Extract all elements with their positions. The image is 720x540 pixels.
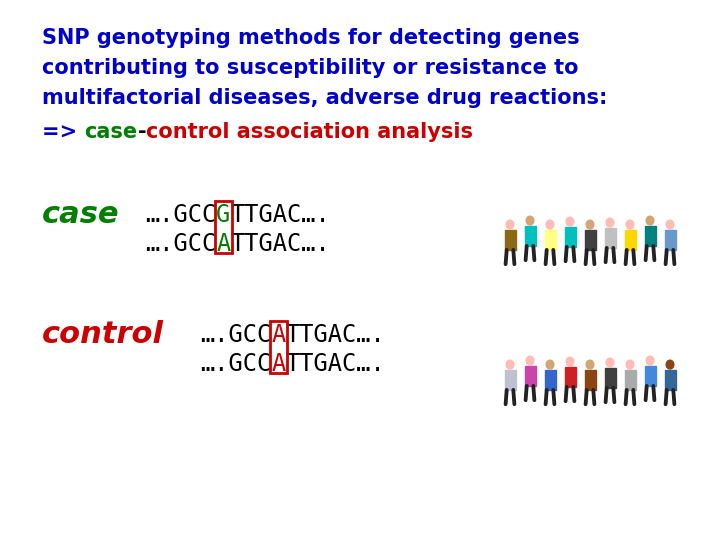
Ellipse shape xyxy=(646,356,654,365)
Bar xyxy=(544,370,556,390)
Bar xyxy=(270,321,287,373)
Bar xyxy=(624,370,636,390)
Bar xyxy=(665,230,675,250)
Bar xyxy=(644,226,655,246)
Ellipse shape xyxy=(506,220,514,229)
Text: TTGAC….: TTGAC…. xyxy=(286,323,385,347)
Text: ….GCC: ….GCC xyxy=(200,323,271,347)
Bar xyxy=(505,370,516,390)
Ellipse shape xyxy=(546,220,554,229)
Ellipse shape xyxy=(566,357,574,366)
Bar xyxy=(505,230,516,250)
Ellipse shape xyxy=(586,360,594,369)
Text: A: A xyxy=(271,352,286,376)
Text: TTGAC….: TTGAC…. xyxy=(230,203,330,227)
Text: ….GCC: ….GCC xyxy=(145,232,216,256)
Text: contributing to susceptibility or resistance to: contributing to susceptibility or resist… xyxy=(42,58,578,78)
Ellipse shape xyxy=(566,217,574,226)
Text: control: control xyxy=(42,320,164,349)
Text: case: case xyxy=(42,200,120,229)
Text: SNP genotyping methods for detecting genes: SNP genotyping methods for detecting gen… xyxy=(42,28,580,48)
Bar xyxy=(605,228,616,248)
Ellipse shape xyxy=(506,360,514,369)
Text: ….GCC: ….GCC xyxy=(200,352,271,376)
Bar xyxy=(215,201,232,253)
Ellipse shape xyxy=(626,360,634,369)
Bar xyxy=(564,227,575,247)
Ellipse shape xyxy=(646,216,654,225)
Bar xyxy=(624,230,636,250)
Ellipse shape xyxy=(666,360,674,369)
Text: TTGAC….: TTGAC…. xyxy=(230,232,330,256)
Bar xyxy=(665,370,675,390)
Text: -: - xyxy=(138,122,146,142)
Bar xyxy=(544,230,556,250)
Bar xyxy=(524,366,536,386)
Ellipse shape xyxy=(606,358,614,367)
Text: ….GCC: ….GCC xyxy=(145,203,216,227)
Ellipse shape xyxy=(586,220,594,229)
Text: G: G xyxy=(216,203,230,227)
Bar xyxy=(644,366,655,386)
Text: multifactorial diseases, adverse drug reactions:: multifactorial diseases, adverse drug re… xyxy=(42,88,608,108)
Text: case: case xyxy=(84,122,138,142)
Ellipse shape xyxy=(666,220,674,229)
Bar xyxy=(524,226,536,246)
Bar xyxy=(585,230,595,250)
Ellipse shape xyxy=(526,356,534,365)
Text: TTGAC….: TTGAC…. xyxy=(286,352,385,376)
Text: A: A xyxy=(271,323,286,347)
Ellipse shape xyxy=(606,218,614,227)
Text: =>: => xyxy=(42,122,84,142)
Ellipse shape xyxy=(546,360,554,369)
Bar xyxy=(564,367,575,387)
Ellipse shape xyxy=(626,220,634,229)
Text: A: A xyxy=(216,232,230,256)
Ellipse shape xyxy=(526,216,534,225)
Text: control association analysis: control association analysis xyxy=(146,122,473,142)
Bar xyxy=(585,370,595,390)
Bar xyxy=(605,368,616,388)
